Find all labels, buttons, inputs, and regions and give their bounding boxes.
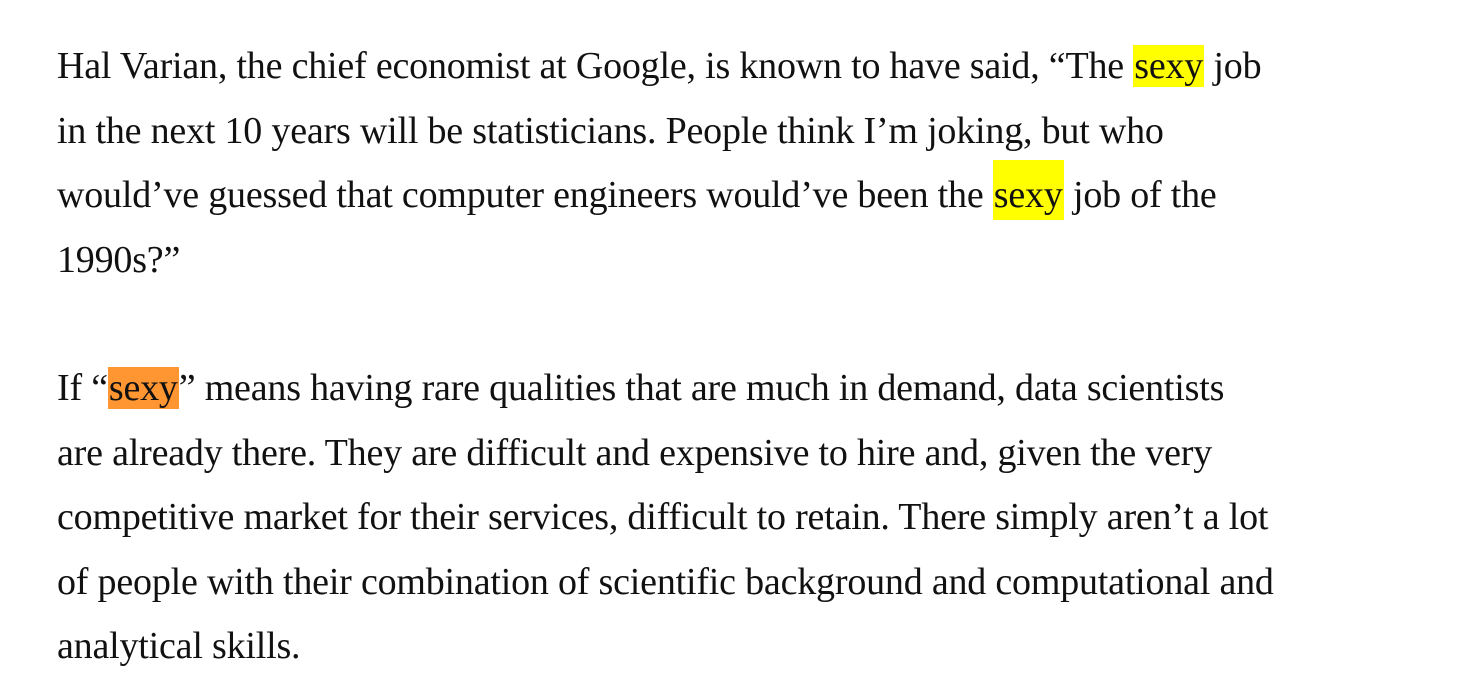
search-match-highlight: sexy bbox=[992, 160, 1064, 220]
text-line: would’ve guessed that computer engineers… bbox=[57, 160, 1457, 228]
text-line: of people with their combination of scie… bbox=[57, 560, 1274, 603]
search-match-highlight: sexy bbox=[1133, 45, 1205, 87]
current-search-match-highlight: sexy bbox=[107, 367, 179, 409]
text-line: If “sexy” means having rare qualities th… bbox=[57, 356, 1457, 421]
text-line: in the next 10 years will be statisticia… bbox=[57, 109, 1164, 152]
text-line: Hal Varian, the chief economist at Googl… bbox=[57, 34, 1457, 99]
article-body: Hal Varian, the chief economist at Googl… bbox=[57, 34, 1457, 679]
text-segment: job bbox=[1204, 45, 1262, 87]
text-segment: ” means having rare qualities that are m… bbox=[178, 367, 1225, 409]
paragraph: If “sexy” means having rare qualities th… bbox=[57, 356, 1457, 679]
text-segment: job of the bbox=[1063, 174, 1217, 216]
text-segment: Hal Varian, the chief economist at Googl… bbox=[57, 45, 1134, 87]
text-line: 1990s?” bbox=[57, 238, 181, 281]
text-line: are already there. They are difficult an… bbox=[57, 431, 1213, 474]
text-line: analytical skills. bbox=[57, 625, 301, 667]
text-segment: If “ bbox=[57, 367, 108, 409]
text-line: competitive market for their services, d… bbox=[57, 496, 1269, 538]
paragraph: Hal Varian, the chief economist at Googl… bbox=[57, 34, 1457, 292]
text-segment: would’ve guessed that computer engineers… bbox=[57, 174, 993, 216]
